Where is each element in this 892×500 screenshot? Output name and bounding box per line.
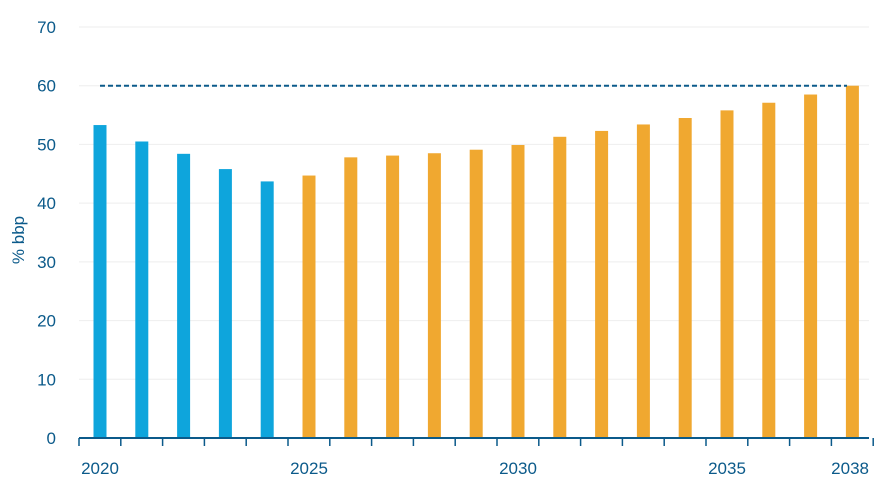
y-tick-label: 20 [37,312,56,331]
y-tick-label: 10 [37,370,56,389]
y-tick-label: 40 [37,194,56,213]
y-tick-label: 30 [37,253,56,272]
bar-2021 [135,141,149,438]
x-tick-label: 2020 [81,459,119,478]
bar-2032 [595,130,609,438]
bar-2025 [302,175,316,438]
bar-2031 [553,136,567,438]
bar-2037 [804,94,818,439]
y-tick-label: 50 [37,135,56,154]
x-axis [78,437,874,446]
bar-2038 [845,85,859,438]
y-tick-label: 60 [37,77,56,96]
y-tick-labels: 0 10 20 30 40 50 60 70 [37,18,56,448]
bar-2034 [678,118,692,438]
x-tick-label: 2035 [708,459,746,478]
y-tick-label: 70 [37,18,56,37]
y-axis-title: % bbp [9,216,28,264]
bar-2030 [511,145,525,438]
bar-2029 [469,149,483,438]
bar-2035 [720,110,734,439]
bar-2024 [260,181,274,438]
x-tick-label: 2025 [290,459,328,478]
bar-2020 [93,125,107,438]
bar-2036 [762,102,776,439]
x-tick-labels: 2020 2025 2030 2035 2038 [81,459,869,478]
bar-2023 [218,169,232,439]
x-tick-label: 2038 [831,459,869,478]
y-tick-label: 0 [47,429,56,448]
bar-2026 [344,157,358,439]
bar-2028 [427,153,441,438]
x-tick-label: 2030 [499,459,537,478]
bar-2022 [177,153,191,438]
bar-2033 [636,124,650,439]
bar-2027 [386,155,400,438]
bars [93,85,859,439]
